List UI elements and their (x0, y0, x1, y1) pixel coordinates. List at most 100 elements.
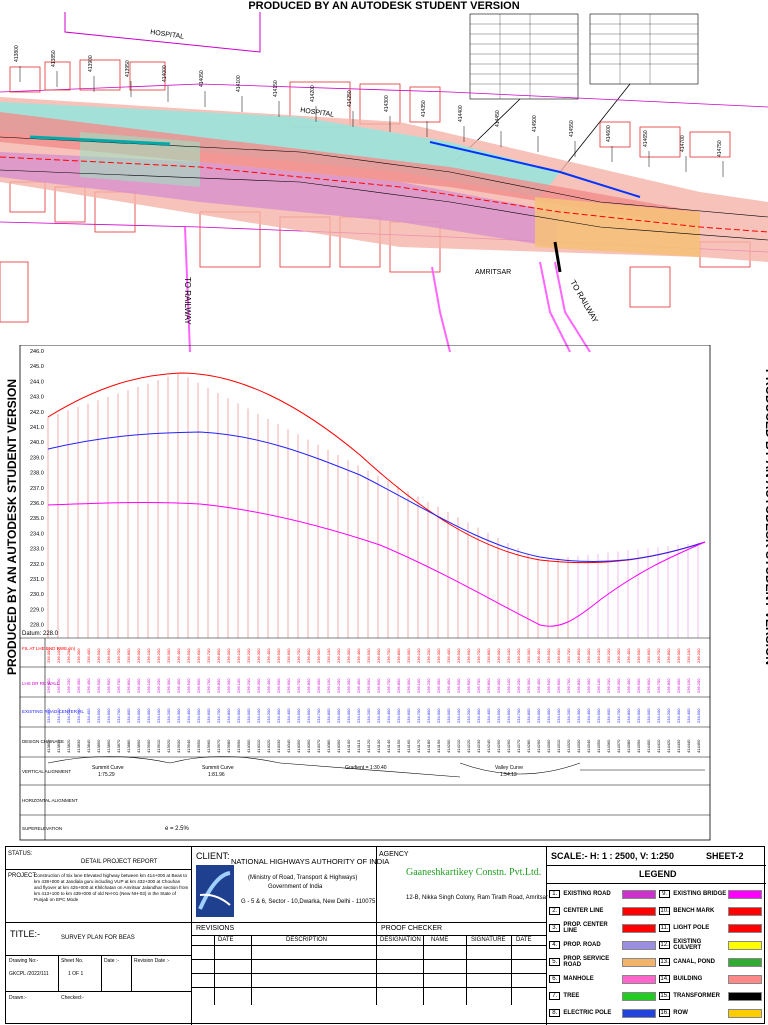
legend-label: PROP. ROAD (563, 942, 601, 948)
band-value: 414200 (446, 739, 451, 753)
band-value: 234.000 (146, 708, 151, 723)
band-value: 236.600 (106, 648, 111, 663)
legend-num: 5. (549, 958, 561, 966)
band-value: 234.500 (496, 708, 501, 723)
legend-label-2: LIGHT POLE (673, 925, 710, 931)
band-value: 234.300 (376, 708, 381, 723)
band-value: 236.000 (586, 678, 591, 693)
row-label-super: SUPERELEVATION (22, 826, 62, 831)
legend-swatch-2 (727, 974, 762, 984)
profile-band-values: 236.000 236.100 236.200 236.300 236.400 236.5… (46, 648, 701, 753)
band-value: 236.300 (166, 678, 171, 693)
band-value: 236.700 (206, 678, 211, 693)
band-value: 236.600 (466, 678, 471, 693)
band-value: 236.500 (456, 648, 461, 663)
band-value: 234.000 (546, 708, 551, 723)
band-value: 236.500 (546, 648, 551, 663)
band-value: 234.200 (466, 708, 471, 723)
label-amritsar: AMRITSAR (475, 269, 511, 276)
chainage-label: 414450 (495, 110, 501, 127)
band-value: 236.400 (176, 648, 181, 663)
label-hospital-1: HOSPITAL (150, 29, 185, 41)
band-value: 236.600 (556, 648, 561, 663)
legend-num-2: 16. (658, 1009, 671, 1017)
band-value: 234.400 (586, 708, 591, 723)
band-value: 236.600 (286, 648, 291, 663)
band-value: 236.400 (86, 648, 91, 663)
rev-col-name: NAME (431, 937, 449, 943)
legend-label-2: EXISTING CULVERT (673, 939, 702, 951)
band-value: 236.700 (116, 648, 121, 663)
band-value: 234.800 (226, 708, 231, 723)
band-value: 414190 (436, 739, 441, 753)
rev-col-date-2: DATE (516, 937, 532, 943)
legend-num: 7. (549, 992, 561, 1000)
legend-num-2: 13. (658, 958, 671, 966)
status-value: DETAIL PROJECT REPORT (81, 859, 158, 865)
band-value: 236.300 (76, 648, 81, 663)
band-value: 234.400 (286, 708, 291, 723)
chainage-label: 414000 (162, 65, 168, 82)
band-value: 236.400 (626, 648, 631, 663)
band-value: 234.800 (626, 708, 631, 723)
y-tick-label: 238.0 (30, 471, 44, 477)
band-value: 236.800 (216, 678, 221, 693)
label-to-railway: TO RAILWAY (183, 277, 192, 325)
checked-label: Checked:- (61, 995, 84, 1001)
band-value: 414140 (386, 739, 391, 753)
band-value: 414410 (656, 739, 661, 753)
band-value: 234.100 (156, 708, 161, 723)
label-hospital-2: HOSPITAL (300, 107, 335, 119)
band-value: 236.700 (296, 678, 301, 693)
band-value: 414110 (356, 739, 361, 753)
row-label-existing: EXISTING ROAD CENTER RL (22, 709, 85, 714)
vertical-alignment-band: Summit Curve 1:75.29 Summit Curve 1:81.9… (47, 756, 705, 778)
band-value: 236.500 (366, 648, 371, 663)
band-value: 414290 (536, 739, 541, 753)
band-value: 236.600 (196, 648, 201, 663)
legend-row: 7. TREE 15. TRANSFORMER (549, 989, 762, 1003)
band-value: 236.300 (526, 678, 531, 693)
band-value: 236.100 (236, 648, 241, 663)
band-value: 234.000 (246, 708, 251, 723)
y-tick-label: 234.0 (30, 531, 44, 537)
legend-swatch (621, 923, 656, 933)
band-value: 234.600 (506, 708, 511, 723)
band-value: 236.500 (276, 678, 281, 693)
legend-num: 8. (549, 1009, 561, 1017)
band-value: 234.800 (526, 708, 531, 723)
band-value: 234.300 (176, 708, 181, 723)
legend-label-2: TRANSFORMER (673, 993, 720, 999)
band-value: 236.800 (126, 648, 131, 663)
legend-swatch (621, 889, 656, 899)
band-value: 234.200 (366, 708, 371, 723)
band-value: 414440 (686, 739, 691, 753)
project-label: PROJECT: (8, 873, 38, 879)
legend-swatch-2 (727, 991, 762, 1001)
chainage-label: 414150 (273, 80, 279, 97)
band-value: 414280 (526, 739, 531, 753)
band-value: 234.000 (646, 708, 651, 723)
legend-row: 4. PROP. ROAD 12. EXISTING CULVERT (549, 938, 762, 952)
legend-swatch (621, 940, 656, 950)
band-value: 234.700 (616, 708, 621, 723)
band-value: 236.300 (256, 678, 261, 693)
band-value: 414450 (696, 739, 701, 753)
band-value: 234.600 (306, 708, 311, 723)
band-value: 236.000 (316, 678, 321, 693)
band-value: 236.400 (446, 648, 451, 663)
band-value: 236.300 (346, 648, 351, 663)
band-value: 414150 (396, 739, 401, 753)
valley-curve-label: Valley Curve (495, 765, 523, 771)
band-value: 236.300 (166, 648, 171, 663)
band-value: 236.000 (586, 648, 591, 663)
chainage-label: 414600 (606, 125, 612, 142)
band-value: 236.200 (156, 678, 161, 693)
band-value: 414040 (286, 739, 291, 753)
band-value: 236.600 (646, 678, 651, 693)
band-value: 236.200 (156, 648, 161, 663)
band-value: 236.200 (66, 678, 71, 693)
band-value: 234.500 (596, 708, 601, 723)
band-value: 236.400 (446, 678, 451, 693)
legend: 1. EXISTING ROAD 9. EXISTING BRIDGE 2. CENTER… (549, 887, 764, 1023)
